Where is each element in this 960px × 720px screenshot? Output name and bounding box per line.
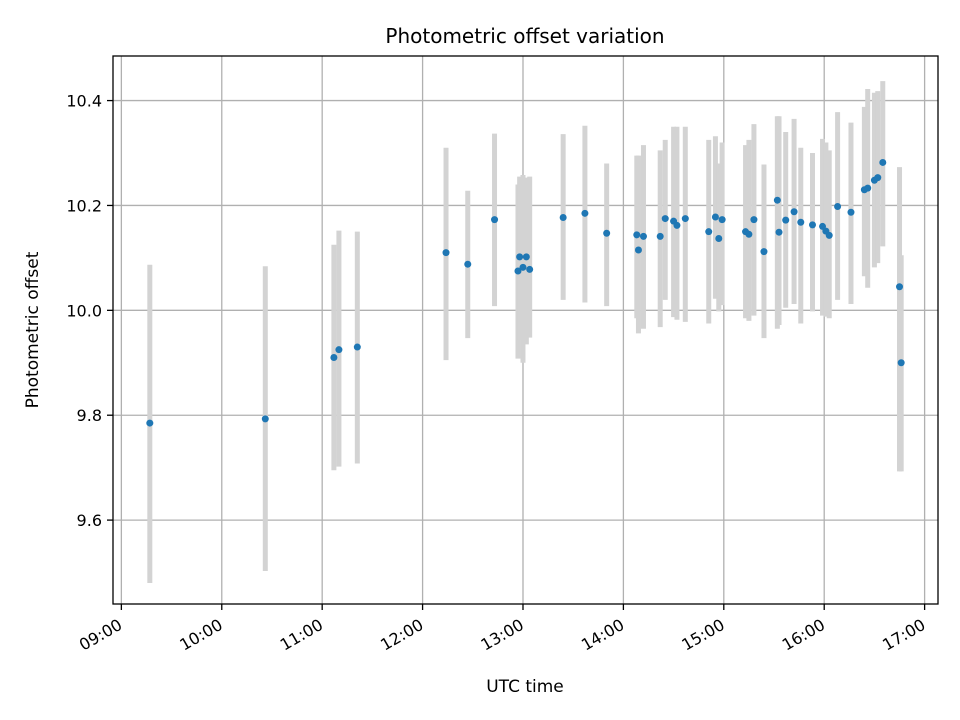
chart-title: Photometric offset variation <box>385 24 664 48</box>
data-point <box>519 263 527 271</box>
data-point <box>808 221 816 229</box>
plot-frame <box>112 55 939 605</box>
data-point <box>673 221 681 229</box>
data-point <box>581 209 589 217</box>
y-tick-label: 9.6 <box>77 511 102 530</box>
data-point <box>634 246 642 254</box>
data-point <box>661 215 669 223</box>
data-point <box>526 265 534 273</box>
data-point <box>353 343 361 351</box>
data-point <box>718 216 726 224</box>
data-points <box>146 158 905 427</box>
data-point <box>745 230 753 238</box>
data-point <box>715 234 723 242</box>
data-point <box>442 249 450 257</box>
data-point <box>633 231 641 239</box>
data-point <box>711 213 719 221</box>
data-point <box>514 267 522 275</box>
data-point <box>330 354 338 362</box>
data-point <box>559 214 567 222</box>
data-point <box>797 218 805 226</box>
data-point <box>146 419 154 427</box>
data-point <box>825 231 833 239</box>
data-point <box>261 415 269 423</box>
data-point <box>879 158 887 166</box>
data-point <box>603 229 611 237</box>
data-point <box>896 283 904 291</box>
data-point <box>464 260 472 268</box>
y-axis: 9.6 9.8 10.0 10.2 10.4 <box>66 92 113 530</box>
data-point <box>522 253 530 261</box>
y-tick-label: 9.8 <box>77 406 102 425</box>
data-point <box>335 346 343 354</box>
data-point <box>750 216 758 224</box>
data-point <box>656 232 664 240</box>
y-axis-label: Photometric offset <box>23 251 43 408</box>
data-point <box>775 228 783 236</box>
data-point <box>681 215 689 223</box>
y-tick-label: 10.0 <box>66 301 102 320</box>
data-point <box>773 196 781 204</box>
data-point <box>790 208 798 216</box>
data-point <box>782 216 790 224</box>
y-tick-label: 10.2 <box>66 196 102 215</box>
data-point <box>834 203 842 211</box>
data-point <box>491 216 499 224</box>
data-point <box>639 232 647 240</box>
data-point <box>897 359 905 367</box>
data-point <box>874 174 882 182</box>
y-tick-label: 10.4 <box>66 92 102 111</box>
x-axis-label: UTC time <box>486 677 564 697</box>
data-point <box>705 228 713 236</box>
data-point <box>760 248 768 256</box>
data-point <box>516 253 524 261</box>
data-point <box>864 184 872 192</box>
data-point <box>847 208 855 216</box>
